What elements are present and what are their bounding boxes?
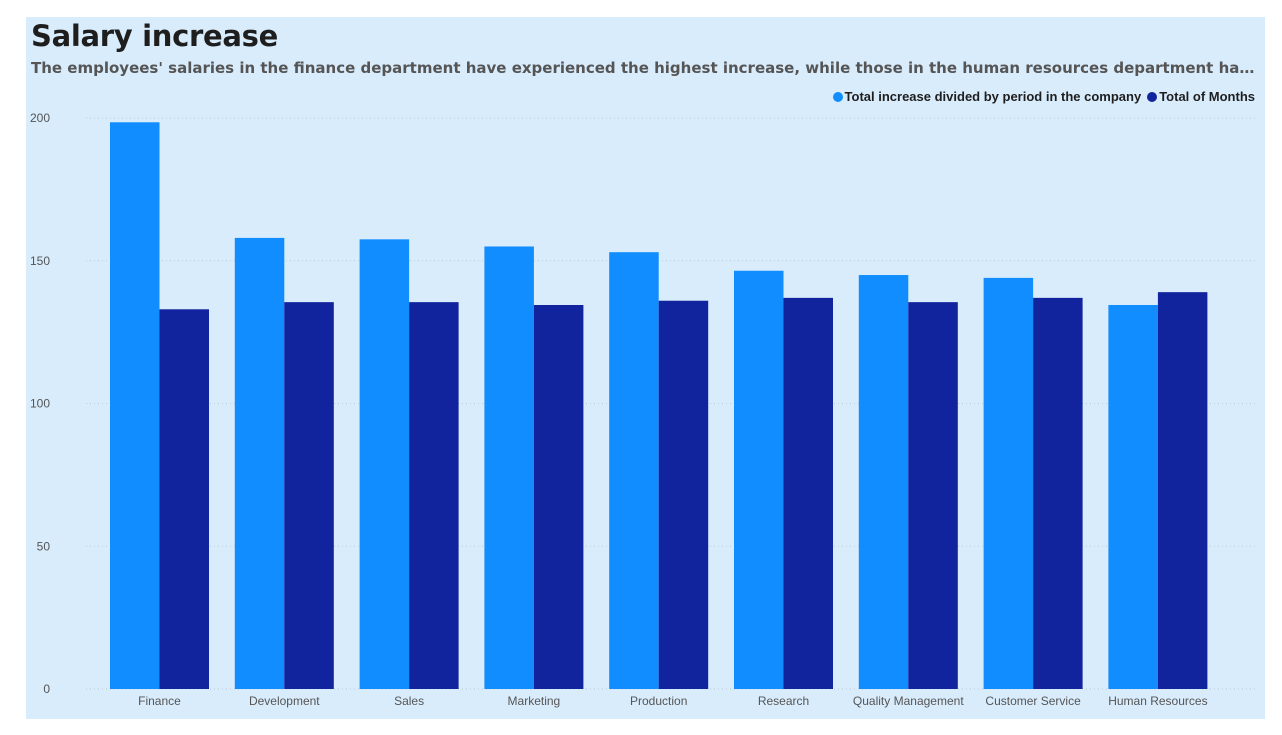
bar-quality-management-series-2[interactable] [908, 302, 958, 689]
bar-sales-series-1[interactable] [359, 239, 410, 689]
y-tick-label: 100 [30, 397, 50, 411]
y-axis-ticks: 0 50 100 150 200 [30, 111, 50, 696]
legend-item-total-months[interactable]: Total of Months [1147, 89, 1255, 104]
bar-finance-series-1[interactable] [110, 122, 160, 690]
legend-item-total-increase[interactable]: Total increase divided by period in the … [832, 89, 1142, 104]
y-tick-label: 50 [37, 539, 51, 553]
bar-research-series-1[interactable] [734, 270, 784, 689]
x-tick-label-sales: Sales [394, 694, 424, 708]
y-tick-label: 0 [43, 682, 50, 696]
legend-marker-total-increase [832, 91, 843, 102]
x-tick-label-marketing: Marketing [508, 694, 561, 708]
bar-marketing-series-1[interactable] [484, 246, 534, 689]
x-axis-ticks: Finance Development Sales Marketing Producti… [138, 694, 1207, 708]
x-tick-label-finance: Finance [138, 694, 181, 708]
bar-development-series-2[interactable] [284, 302, 334, 689]
bar-customer-service-series-2[interactable] [1033, 297, 1083, 689]
x-tick-label-customer-service: Customer Service [985, 694, 1081, 708]
legend-label-total-increase: Total increase divided by period in the … [844, 89, 1142, 104]
bar-finance-series-2[interactable] [159, 309, 210, 689]
bar-quality-management-series-1[interactable] [858, 275, 909, 689]
bar-development-series-1[interactable] [234, 237, 285, 689]
bar-customer-service-series-1[interactable] [983, 277, 1034, 689]
y-tick-label: 150 [30, 254, 50, 268]
chart-panel: Salary increase The employees' salaries … [26, 17, 1265, 719]
x-tick-label-research: Research [758, 694, 809, 708]
legend-label-total-months: Total of Months [1159, 89, 1255, 104]
bar-human-resources-series-2[interactable] [1157, 292, 1208, 689]
bar-marketing-series-2[interactable] [533, 305, 584, 689]
y-tick-label: 200 [30, 111, 50, 125]
bars [110, 122, 1208, 690]
chart-legend[interactable]: Total increase divided by period in the … [832, 89, 1255, 104]
bar-sales-series-2[interactable] [409, 302, 459, 689]
bar-chart: 0 50 100 150 200 Finance Development Sales Mark… [30, 111, 1258, 708]
legend-marker-total-months [1147, 91, 1158, 102]
x-tick-label-development: Development [249, 694, 320, 708]
bar-research-series-2[interactable] [783, 297, 834, 689]
x-tick-label-production: Production [630, 694, 687, 708]
x-tick-label-quality-management: Quality Management [853, 694, 964, 708]
x-tick-label-human-resources: Human Resources [1108, 694, 1207, 708]
bar-production-series-2[interactable] [658, 300, 709, 689]
bar-human-resources-series-1[interactable] [1108, 305, 1158, 689]
chart-title: Salary increase [31, 19, 279, 53]
bar-production-series-1[interactable] [609, 252, 659, 689]
